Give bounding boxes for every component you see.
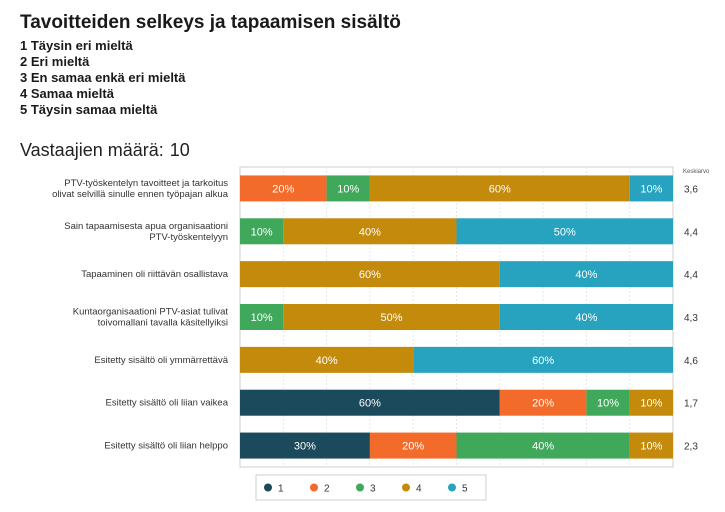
data-label: 20%	[272, 183, 294, 195]
scale-item: 2 Eri mieltä	[20, 54, 90, 69]
category-label: Esitetty sisältö oli liian vaikea	[106, 398, 229, 409]
category-label: Esitetty sisältö oli ymmärrettävä	[94, 355, 228, 366]
bar-segment	[629, 389, 673, 416]
bar-segment	[240, 432, 370, 459]
data-label: 10%	[251, 226, 273, 238]
data-label: 60%	[532, 355, 554, 367]
legend-swatch	[264, 483, 272, 492]
legend-label: 4	[416, 484, 422, 495]
data-label: 30%	[294, 441, 316, 453]
data-label: 50%	[381, 312, 403, 324]
scale-item: 5 Täysin samaa mieltä	[20, 102, 158, 117]
data-label: 40%	[575, 269, 597, 281]
data-label: 40%	[359, 226, 381, 238]
rating-scale-list: 1 Täysin eri mieltä 2 Eri mieltä 3 En sa…	[20, 38, 185, 118]
data-label: 50%	[554, 226, 576, 238]
data-label: 20%	[402, 441, 424, 453]
bar-segment	[413, 346, 673, 373]
mean-value: 4,4	[684, 227, 698, 238]
bar-segment	[629, 175, 673, 202]
bar-segment	[456, 218, 673, 245]
legend-swatch	[402, 483, 410, 492]
mean-value: 1,7	[684, 399, 698, 410]
data-label: 10%	[337, 183, 359, 195]
mean-header: Keskiarvo	[683, 169, 710, 175]
data-label: 40%	[575, 312, 597, 324]
bar-segment	[369, 432, 457, 459]
page-title: Tavoitteiden selkeys ja tapaamisen sisäl…	[20, 12, 401, 33]
category-label: Tapaaminen oli riittävän osallistava	[81, 269, 229, 280]
data-label: 60%	[359, 398, 381, 410]
legend-label: 5	[462, 484, 468, 495]
bar-segment	[629, 432, 673, 459]
respondent-count-value: 10	[169, 140, 190, 160]
scale-item: 4 Samaa mieltä	[20, 86, 114, 101]
data-label: 60%	[359, 269, 381, 281]
legend-swatch	[310, 483, 318, 492]
legend-frame	[255, 474, 487, 501]
bar-segment	[283, 304, 500, 330]
mean-value: 4,3	[684, 313, 698, 324]
data-label: 10%	[251, 312, 273, 324]
respondent-count: Vastaajien määrä: 10	[20, 140, 190, 161]
category-label: Esitetty sisältö oli liian helppo	[104, 441, 228, 452]
mean-value: 2,3	[684, 442, 698, 453]
mean-value: 4,6	[684, 356, 698, 367]
data-label: 10%	[640, 398, 662, 410]
legend-label: 1	[278, 484, 284, 495]
bar-segment	[240, 261, 500, 288]
data-label: 10%	[640, 441, 662, 453]
scale-item: 3 En samaa enkä eri mieltä	[20, 70, 186, 85]
category-label: PTV-työskentelyn tavoitteet ja tarkoitus…	[52, 178, 229, 200]
bar-segment	[499, 389, 587, 416]
bar-segment	[456, 432, 630, 459]
data-label: 60%	[489, 183, 511, 195]
mean-value: 4,4	[684, 270, 698, 281]
legend-swatch	[448, 483, 456, 492]
bar-segment	[240, 389, 500, 416]
category-label: Sain tapaamisesta apua organisaationi PTV…	[64, 221, 228, 243]
data-label: 20%	[532, 398, 554, 410]
legend-swatch	[356, 483, 364, 492]
bar-segment	[499, 304, 673, 330]
bar-segment	[283, 218, 457, 245]
data-label: 10%	[640, 183, 662, 195]
bar-segment	[586, 389, 630, 416]
data-label: 40%	[316, 355, 338, 367]
scale-item: 1 Täysin eri mieltä	[20, 38, 133, 53]
legend-label: 2	[324, 484, 330, 495]
bar-segment	[499, 261, 673, 288]
respondent-count-label: Vastaajien määrä:	[20, 140, 164, 160]
legend-label: 3	[370, 484, 376, 495]
data-label: 10%	[597, 398, 619, 410]
bar-segment	[326, 175, 370, 202]
bar-segment	[240, 304, 284, 330]
category-label: Kuntaorganisaationi PTV-asiat tulivat toi…	[73, 307, 229, 329]
bar-segment	[240, 346, 414, 373]
bar-segment	[240, 218, 284, 245]
mean-value: 3,6	[684, 184, 698, 195]
bar-segment	[369, 175, 630, 202]
bar-segment	[240, 175, 327, 202]
data-label: 40%	[532, 441, 554, 453]
